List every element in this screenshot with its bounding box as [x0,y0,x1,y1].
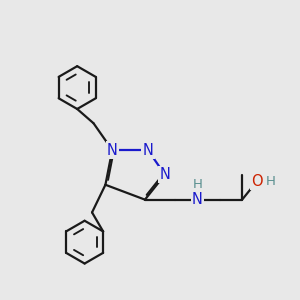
Text: N: N [142,142,153,158]
Text: N: N [107,142,118,158]
Text: O: O [251,174,263,189]
Text: H: H [266,175,275,188]
Text: H: H [193,178,202,191]
Text: N: N [192,192,203,207]
Text: N: N [159,167,170,182]
